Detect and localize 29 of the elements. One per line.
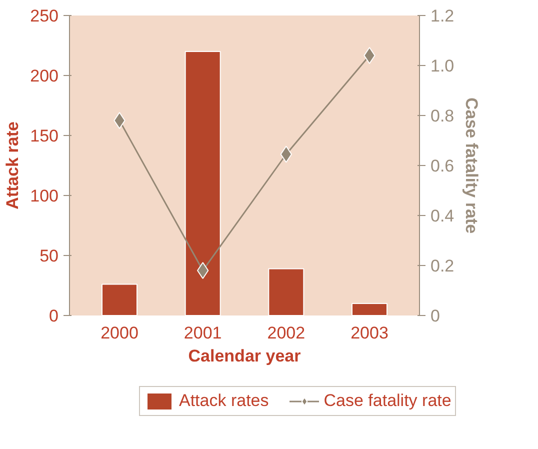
x-tick-label: 2001: [184, 324, 222, 342]
bar: [102, 284, 138, 316]
x-tick-label: 2003: [350, 324, 388, 342]
legend-label: Case fatality rate: [324, 391, 452, 411]
x-tick-label: 2002: [267, 324, 306, 342]
bar: [268, 268, 304, 316]
y2-tick-label: 0.2: [430, 256, 454, 276]
y2-tick-label: 0.6: [430, 156, 454, 176]
y2-tick-label: 1.2: [430, 6, 454, 26]
y-tick-label: 200: [30, 66, 59, 86]
y2-tick-label: 1.0: [430, 56, 454, 76]
y2-tick-label: 0: [430, 306, 440, 326]
legend-label: Attack rates: [179, 391, 269, 411]
y-tick-label: 50: [40, 246, 59, 266]
x-axis-title: Calendar year: [188, 346, 302, 366]
x-tick-label: 2000: [100, 324, 138, 342]
y2-tick-label: 0.4: [430, 206, 454, 226]
y-tick-label: 250: [30, 6, 59, 26]
bar: [352, 303, 388, 316]
point: [364, 47, 376, 64]
y-axis-title: Attack rate: [3, 122, 22, 210]
y2-tick-label: 0.8: [430, 106, 454, 126]
y-tick-label: 150: [30, 126, 59, 146]
y2-axis-title: Case fatality rate: [462, 97, 482, 234]
y-tick-label: 100: [30, 186, 59, 206]
point: [197, 262, 209, 279]
bar: [184, 51, 221, 316]
point: [114, 112, 126, 129]
y-tick-label: 0: [49, 306, 59, 326]
